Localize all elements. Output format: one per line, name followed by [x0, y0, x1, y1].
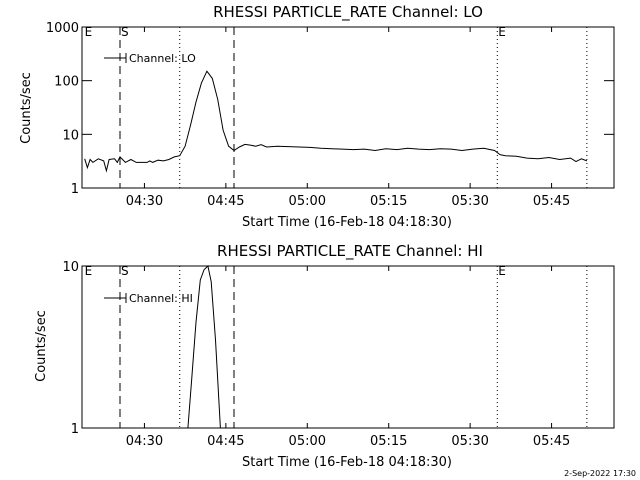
hi-channel-panel: RHESSI PARTICLE_RATE Channel: HI E S E 04:…: [34, 242, 615, 470]
ytick-label-lo-3: 1000: [46, 21, 79, 36]
series-line-lo: [84, 70, 588, 173]
x-axis-label-lo: Start Time (16-Feb-18 04:18:30): [242, 215, 452, 230]
lo-channel-panel: RHESSI PARTICLE_RATE Channel: LO E S E 04:…: [19, 3, 615, 230]
legend-lo: Channel: LO: [104, 52, 196, 65]
xtick-label-hi-0: 04:30: [126, 434, 163, 449]
xtick-label-lo-2: 05:00: [289, 194, 326, 209]
y-axis-label-hi: Counts/sec: [34, 310, 49, 382]
marker-label-hi-4: E: [498, 264, 506, 278]
marker-label-lo-4: E: [498, 25, 506, 39]
plot-frame-lo: [81, 26, 615, 189]
marker-label-lo-1: S: [121, 25, 129, 39]
ytick-label-hi-0: 1: [71, 422, 79, 437]
legend-label-hi: Channel: HI: [129, 292, 193, 305]
xtick-label-lo-5: 05:45: [533, 194, 570, 209]
chart-title-hi: RHESSI PARTICLE_RATE Channel: HI: [217, 242, 483, 261]
marker-label-hi-1: S: [121, 264, 129, 278]
marker-label-lo-0: E: [85, 25, 93, 39]
ytick-label-hi-1: 10: [62, 260, 79, 275]
ytick-label-lo-2: 100: [54, 75, 79, 90]
footer-timestamp: 2-Sep-2022 17:30: [564, 469, 636, 478]
ytick-label-lo-1: 10: [62, 128, 79, 143]
xtick-label-hi-5: 05:45: [533, 434, 570, 449]
marker-label-hi-0: E: [85, 264, 93, 278]
xtick-label-lo-0: 04:30: [126, 194, 163, 209]
xtick-label-hi-3: 05:15: [370, 434, 407, 449]
plot-frame-hi: [81, 265, 615, 429]
chart-title-lo: RHESSI PARTICLE_RATE Channel: LO: [213, 3, 483, 22]
x-axis-label-hi: Start Time (16-Feb-18 04:18:30): [242, 455, 452, 470]
axis-ticks-lo: 04:30 04:45 05:00 05:15 05:30 05:45 1 10 100 1000: [46, 21, 614, 209]
ytick-label-lo-0: 1: [71, 182, 79, 197]
xtick-label-lo-1: 04:45: [207, 194, 244, 209]
legend-label-lo: Channel: LO: [129, 52, 196, 65]
y-axis-label-lo: Counts/sec: [19, 72, 34, 144]
xtick-label-lo-3: 05:15: [370, 194, 407, 209]
xtick-label-hi-4: 05:30: [451, 434, 488, 449]
series-line-hi: [187, 265, 221, 429]
legend-hi: Channel: HI: [104, 292, 193, 305]
xtick-label-hi-2: 05:00: [289, 434, 326, 449]
axis-ticks-hi: 04:30 04:45 05:00 05:15 05:30 05:45 1 10: [62, 260, 614, 449]
xtick-label-hi-1: 04:45: [207, 434, 244, 449]
xtick-label-lo-4: 05:30: [451, 194, 488, 209]
